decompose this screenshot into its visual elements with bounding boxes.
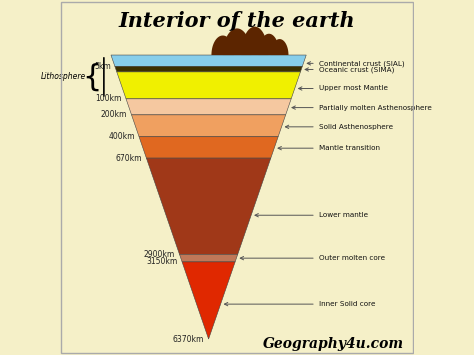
Text: Lower mantle: Lower mantle: [255, 212, 368, 218]
Text: Upper most Mantle: Upper most Mantle: [299, 86, 388, 92]
Text: 200km: 200km: [101, 110, 128, 119]
Text: 670km: 670km: [116, 154, 142, 163]
Text: Partially molten Asthenosphere: Partially molten Asthenosphere: [292, 105, 431, 111]
Polygon shape: [139, 137, 278, 158]
Polygon shape: [258, 34, 280, 55]
Polygon shape: [117, 72, 301, 99]
Polygon shape: [111, 55, 306, 66]
Polygon shape: [211, 36, 234, 55]
Text: {: {: [83, 62, 102, 92]
Polygon shape: [182, 262, 235, 339]
Polygon shape: [146, 158, 271, 254]
Text: Inner Solid core: Inner Solid core: [225, 301, 375, 307]
Polygon shape: [115, 66, 302, 72]
Polygon shape: [132, 115, 286, 137]
Text: 100km: 100km: [95, 94, 122, 103]
Text: 2900km: 2900km: [144, 250, 175, 259]
Text: Continental crust (SIAL): Continental crust (SIAL): [307, 60, 404, 67]
Text: Interior of the earth: Interior of the earth: [118, 11, 356, 31]
Text: 6370km: 6370km: [173, 334, 204, 344]
Text: Geography4u.com: Geography4u.com: [263, 338, 404, 351]
Polygon shape: [180, 254, 238, 262]
Polygon shape: [223, 28, 251, 55]
Text: Outer molten core: Outer molten core: [240, 255, 385, 261]
Text: 5km: 5km: [94, 62, 110, 71]
Text: 3150km: 3150km: [146, 257, 178, 266]
Polygon shape: [271, 39, 289, 55]
Text: Lithosphere: Lithosphere: [41, 72, 86, 81]
Text: Oceanic crust (SIMA): Oceanic crust (SIMA): [305, 66, 394, 73]
Text: Solid Asthenosphere: Solid Asthenosphere: [285, 124, 393, 130]
Polygon shape: [241, 27, 268, 55]
Text: 400km: 400km: [109, 132, 135, 141]
Polygon shape: [126, 99, 291, 115]
Text: Mantle transition: Mantle transition: [278, 145, 380, 151]
